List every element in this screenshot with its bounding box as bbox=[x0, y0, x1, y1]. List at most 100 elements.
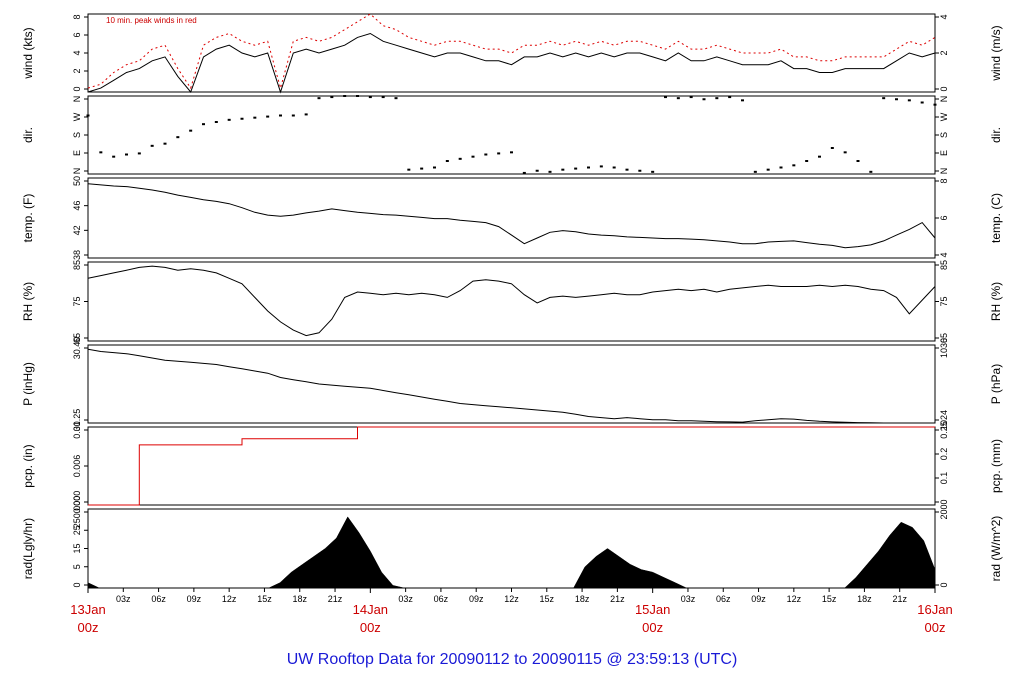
precip-right-tick-label: 0 bbox=[939, 499, 949, 504]
hour-tick-label: 09z bbox=[751, 594, 766, 604]
dir-point bbox=[189, 129, 193, 132]
dir-point bbox=[869, 170, 873, 173]
temp-panel-frame bbox=[87, 177, 936, 259]
temp-right-tick-label: 4 bbox=[939, 252, 949, 257]
hour-tick-label: 12z bbox=[504, 594, 519, 604]
precip-left-tick-label: 0.006 bbox=[72, 455, 82, 478]
day-label: 13Jan bbox=[70, 602, 105, 617]
dir-point bbox=[330, 96, 334, 99]
dir-point bbox=[715, 97, 719, 100]
wind-ylabel-right: wind (m/s) bbox=[989, 25, 1003, 81]
dir-point bbox=[150, 144, 154, 147]
day-label: 14Jan bbox=[353, 602, 388, 617]
dir-point bbox=[420, 167, 424, 170]
pressure-left-tick-label: 30.25 bbox=[72, 409, 82, 432]
radiation-left-tick-label: 250.000 bbox=[72, 496, 82, 529]
pressure-panel-frame bbox=[87, 344, 936, 424]
dir-point bbox=[112, 155, 116, 158]
dir-point bbox=[843, 151, 847, 154]
hour-tick-label: 03z bbox=[116, 594, 131, 604]
rh-left-tick-label: 85 bbox=[72, 260, 82, 270]
dir-point bbox=[445, 160, 449, 162]
rh-series-line bbox=[87, 265, 936, 337]
radiation-ylabel-left: rad(Lgly/hr) bbox=[21, 518, 35, 579]
hour-tick-label: 15z bbox=[257, 594, 272, 604]
hour-tick-label: 12z bbox=[222, 594, 237, 604]
pressure-series-line bbox=[87, 348, 935, 424]
dir-point bbox=[214, 121, 218, 123]
dir-point bbox=[638, 169, 642, 172]
precip-panel-frame bbox=[87, 426, 936, 506]
chart-footer-title: UW Rooftop Data for 20090112 to 20090115… bbox=[286, 651, 738, 668]
rh-panel-frame bbox=[87, 261, 936, 342]
rh-right-tick-label: 75 bbox=[939, 296, 949, 306]
dir-point bbox=[882, 97, 886, 100]
radiation-left-tick-label: 5 bbox=[72, 564, 82, 569]
dir-point bbox=[304, 113, 308, 116]
dir-point bbox=[766, 168, 770, 171]
dir-point bbox=[907, 99, 911, 102]
hour-tick-label: 03z bbox=[398, 594, 413, 604]
precip-right-tick-label: 0.1 bbox=[939, 472, 949, 485]
radiation-area bbox=[87, 516, 936, 589]
rh-right-tick-label: 85 bbox=[939, 260, 949, 270]
hour-tick-label: 15z bbox=[822, 594, 837, 604]
dir-point bbox=[163, 142, 167, 145]
radiation-ylabel-right: rad (W/m^2) bbox=[989, 516, 1003, 582]
hour-tick-label: 09z bbox=[469, 594, 484, 604]
day-label: 15Jan bbox=[635, 602, 670, 617]
dir-ylabel-left: dir. bbox=[21, 127, 35, 143]
dir-right-tick-label: N bbox=[939, 96, 949, 103]
dir-point bbox=[266, 115, 270, 118]
temp-ylabel-right: temp. (C) bbox=[989, 193, 1003, 243]
dir-point bbox=[548, 170, 552, 173]
day-time-label: 00z bbox=[925, 620, 946, 635]
dir-left-tick-label: N bbox=[72, 96, 82, 103]
wind-right-tick-label: 0 bbox=[939, 86, 949, 91]
dir-point bbox=[651, 170, 655, 173]
dir-point bbox=[895, 98, 898, 101]
dir-panel-frame bbox=[87, 95, 936, 175]
wind-series-line bbox=[87, 13, 936, 90]
dir-point bbox=[856, 160, 860, 162]
temp-series-line bbox=[87, 183, 936, 249]
dir-point bbox=[317, 97, 321, 100]
rh-ylabel-right: RH (%) bbox=[989, 282, 1003, 321]
dir-point bbox=[779, 166, 783, 169]
dir-point bbox=[253, 116, 257, 119]
hour-tick-label: 12z bbox=[787, 594, 802, 604]
dir-left-tick-label: N bbox=[72, 168, 82, 175]
dir-point bbox=[510, 151, 513, 154]
pressure-ylabel-left: P (inHg) bbox=[21, 362, 35, 406]
dir-point bbox=[561, 168, 565, 171]
temp-left-tick-label: 50 bbox=[72, 176, 82, 186]
dir-point bbox=[689, 96, 693, 99]
precip-left-tick-label: 0.000 bbox=[72, 491, 82, 514]
dir-point bbox=[587, 166, 590, 169]
radiation-left-tick-label: 0 bbox=[72, 582, 82, 587]
dir-point bbox=[176, 136, 180, 139]
precip-ylabel-right: pcp. (mm) bbox=[989, 439, 1003, 493]
dir-point bbox=[933, 103, 937, 106]
dir-point bbox=[497, 152, 501, 155]
wind-left-tick-label: 0 bbox=[72, 86, 82, 91]
dir-point bbox=[125, 153, 128, 156]
hour-tick-label: 06z bbox=[716, 594, 731, 604]
hour-tick-label: 06z bbox=[434, 594, 449, 604]
precip-right-tick-label: 0.2 bbox=[939, 448, 949, 461]
dir-point bbox=[356, 95, 359, 97]
dir-point bbox=[343, 95, 347, 97]
hour-tick-label: 18z bbox=[857, 594, 872, 604]
dir-point bbox=[227, 118, 231, 121]
wind-ylabel-left: wind (kts) bbox=[21, 27, 35, 79]
dir-point bbox=[535, 169, 539, 172]
dir-point bbox=[99, 151, 103, 154]
hour-tick-label: 03z bbox=[681, 594, 696, 604]
dir-point bbox=[279, 114, 282, 117]
day-time-label: 00z bbox=[360, 620, 381, 635]
radiation-panel-frame bbox=[87, 508, 936, 589]
dir-point bbox=[394, 97, 398, 100]
radiation-left-tick-label: 15 bbox=[72, 543, 82, 553]
